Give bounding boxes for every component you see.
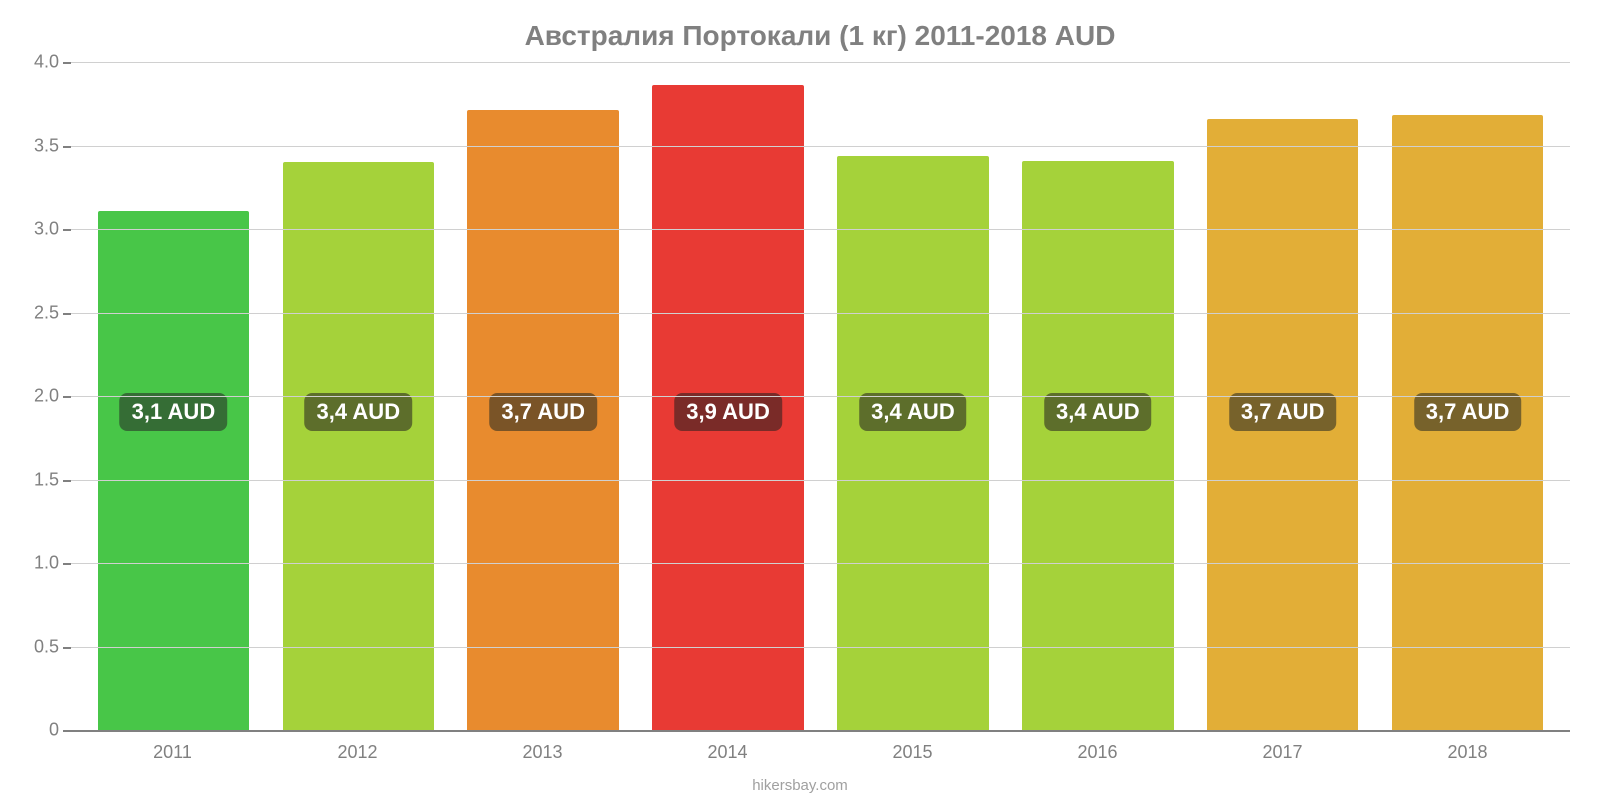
bar: 3,7 AUD bbox=[1392, 115, 1544, 730]
bar-value-label: 3,7 AUD bbox=[1229, 393, 1337, 431]
y-tick-mark bbox=[63, 480, 71, 482]
bar: 3,4 AUD bbox=[837, 156, 989, 730]
bar: 3,7 AUD bbox=[1207, 119, 1359, 730]
gridline bbox=[71, 396, 1570, 397]
y-tick-mark bbox=[63, 146, 71, 148]
gridline bbox=[71, 313, 1570, 314]
gridline bbox=[71, 229, 1570, 230]
x-tick-label: 2012 bbox=[265, 742, 450, 763]
x-tick-label: 2016 bbox=[1005, 742, 1190, 763]
gridline bbox=[71, 146, 1570, 147]
x-tick-label: 2014 bbox=[635, 742, 820, 763]
plot-area: 3,1 AUD 3,4 AUD 3,7 AUD 3,9 AUD 3,4 AUD 3,4 A… bbox=[70, 62, 1570, 732]
x-tick-label: 2015 bbox=[820, 742, 1005, 763]
bar: 3,1 AUD bbox=[98, 211, 250, 730]
y-tick-mark bbox=[63, 62, 71, 64]
bar-value-label: 3,7 AUD bbox=[489, 393, 597, 431]
bar-value-label: 3,7 AUD bbox=[1414, 393, 1522, 431]
y-tick-mark bbox=[63, 229, 71, 231]
x-tick-label: 2018 bbox=[1375, 742, 1560, 763]
bar-value-label: 3,1 AUD bbox=[120, 393, 228, 431]
bar-value-label: 3,4 AUD bbox=[305, 393, 413, 431]
bar: 3,7 AUD bbox=[467, 110, 619, 730]
chart-title: Австралия Портокали (1 кг) 2011-2018 AUD bbox=[70, 20, 1570, 52]
y-tick-mark bbox=[63, 313, 71, 315]
x-tick-label: 2013 bbox=[450, 742, 635, 763]
bar: 3,4 AUD bbox=[1022, 161, 1174, 730]
bar-value-label: 3,4 AUD bbox=[1044, 393, 1152, 431]
gridline bbox=[71, 563, 1570, 564]
y-tick-mark bbox=[63, 563, 71, 565]
bar-value-label: 3,4 AUD bbox=[859, 393, 967, 431]
bar: 3,4 AUD bbox=[283, 162, 435, 730]
x-axis-labels: 20112012201320142015201620172018 bbox=[70, 732, 1570, 763]
gridline bbox=[71, 647, 1570, 648]
y-tick-mark bbox=[63, 647, 71, 649]
x-tick-label: 2017 bbox=[1190, 742, 1375, 763]
y-tick-mark bbox=[63, 396, 71, 398]
gridline bbox=[71, 62, 1570, 63]
y-tick-mark bbox=[63, 730, 71, 732]
bar-value-label: 3,9 AUD bbox=[674, 393, 782, 431]
gridline bbox=[71, 480, 1570, 481]
footer-attribution: hikersbay.com bbox=[752, 777, 848, 794]
x-tick-label: 2011 bbox=[80, 742, 265, 763]
chart-container: Австралия Портокали (1 кг) 2011-2018 AUD… bbox=[0, 0, 1600, 800]
bar: 3,9 AUD bbox=[652, 85, 804, 730]
